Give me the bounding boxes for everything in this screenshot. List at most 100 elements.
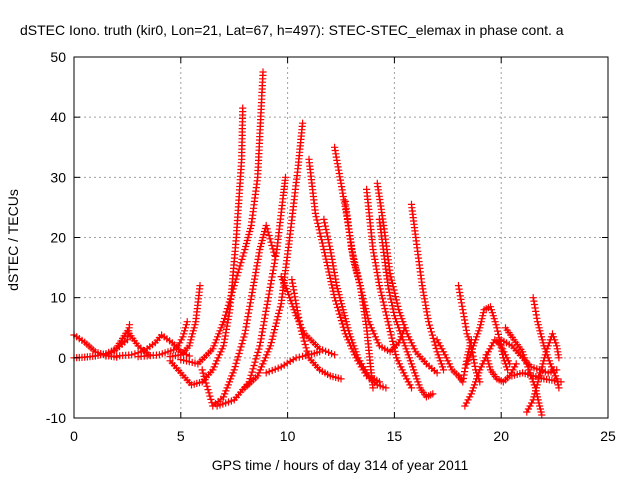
series-7-point-43: [240, 249, 248, 257]
series-18-point-41: [385, 321, 393, 329]
series-8-point-65: [260, 230, 268, 239]
series-30-point-13: [527, 363, 535, 371]
series-21-point-48: [437, 360, 445, 368]
series-24-point-4: [467, 348, 475, 356]
series-18-point-61: [407, 384, 416, 392]
y-tick-label-5: 40: [50, 109, 66, 125]
series-17-point-18: [351, 259, 359, 267]
series-8-point-8: [206, 392, 214, 400]
series-24-point-16: [479, 312, 487, 320]
series-23-point-23: [470, 359, 478, 367]
series-25-point-30: [504, 357, 512, 365]
series-20-point-50: [413, 375, 421, 383]
series-18-point-35: [380, 301, 388, 309]
series-15-point-0: [320, 215, 328, 223]
series-19-point-37: [394, 302, 402, 310]
series-24-point-13: [477, 321, 485, 329]
series-15-point-25: [337, 297, 345, 305]
series-9-point-19: [251, 358, 259, 366]
series-29-point-7: [527, 371, 535, 379]
series-15-point-7: [325, 239, 333, 247]
series-10-point-25: [274, 313, 282, 321]
x-axis-label: GPS time / hours of day 314 of year 2011: [212, 457, 469, 473]
series-9-point-4: [224, 398, 233, 406]
series-11-point-0: [262, 369, 270, 377]
x-tick-label-5: 25: [600, 428, 616, 444]
series-8-point-73: [267, 238, 275, 246]
series-19-point-36: [393, 299, 401, 307]
series-8-point-63: [258, 236, 266, 245]
series-11-point-3: [271, 365, 279, 373]
series-22-point-8: [445, 360, 453, 368]
series-10-point-14: [264, 348, 272, 356]
series-7-point-41: [238, 255, 246, 263]
series-14-point-30: [322, 255, 330, 263]
series-20-point-44: [406, 357, 414, 365]
series-10-point-28: [276, 303, 284, 311]
series-4-point-20: [181, 324, 190, 332]
series-21-point-49: [438, 363, 447, 371]
series-26-point-29: [536, 405, 544, 413]
series-24-point-0: [463, 360, 471, 368]
series-7-point-50: [246, 227, 254, 236]
series-18-point-42: [385, 324, 394, 332]
series-14-point-18: [313, 216, 321, 224]
series-7-point-19: [216, 327, 224, 335]
series-17-point-23: [355, 275, 363, 283]
series-28-point-20: [545, 357, 553, 365]
series-18-point-54: [397, 363, 405, 371]
series-14-point-17: [312, 213, 320, 221]
series-13-point-36: [337, 375, 345, 383]
series-29-point-9: [532, 373, 540, 381]
series-24: [463, 303, 512, 374]
series-4-point-17: [179, 333, 187, 341]
series-25-point-4: [467, 390, 475, 398]
y-tick-label-6: 50: [50, 49, 66, 65]
series-28-point-9: [535, 324, 543, 332]
series-9-point-3: [222, 399, 230, 407]
series-20-point-39: [401, 342, 409, 350]
series-21-point-50: [439, 366, 448, 374]
series-10-point-22: [271, 322, 279, 330]
series-10-point-15: [265, 345, 273, 353]
series-3-point-5: [128, 351, 136, 359]
series-27-point-33: [554, 351, 562, 359]
series-8-point-4: [202, 379, 210, 387]
series-10-point-17: [267, 339, 275, 347]
series-25-point-6: [469, 384, 477, 392]
series-28-point-25: [551, 372, 560, 380]
series-8-point-41: [244, 309, 253, 317]
series-20-point-28: [390, 308, 398, 316]
series-19-point-46: [403, 330, 411, 338]
series-8-point-62: [257, 239, 265, 248]
series-4-point-12: [170, 346, 178, 354]
series-28-point-21: [546, 360, 554, 368]
series-24-point-6: [469, 342, 477, 350]
series-19-point-41: [398, 315, 406, 323]
series-7-point-30: [227, 291, 235, 300]
series-21-point-46: [435, 354, 443, 362]
series-8-point-68: [262, 221, 270, 230]
series-21-point-39: [428, 331, 436, 339]
series-4-point-22: [183, 318, 191, 326]
series-10-point-27: [275, 306, 284, 314]
series-15-point-35: [345, 327, 353, 335]
series-29: [508, 369, 565, 386]
series-8-point-34: [240, 333, 248, 341]
series-12-point-1: [278, 276, 287, 284]
series-6-point-25: [217, 348, 225, 356]
series-19-point-34: [392, 293, 400, 301]
series-15: [320, 215, 383, 386]
series-10-point-10: [259, 360, 267, 368]
series-10-point-18: [268, 335, 276, 343]
series-17-point-39: [369, 327, 377, 335]
series-10-point-21: [271, 326, 279, 334]
series-24-point-21: [486, 303, 495, 311]
series-19-point-30: [388, 279, 397, 287]
series-7-point-14: [210, 342, 218, 350]
series-18-point-40: [384, 318, 392, 326]
series-27-point-4: [529, 396, 537, 404]
series-20-point-41: [403, 348, 411, 356]
series-8-point-17: [222, 387, 230, 395]
series-15-point-38: [348, 336, 356, 344]
